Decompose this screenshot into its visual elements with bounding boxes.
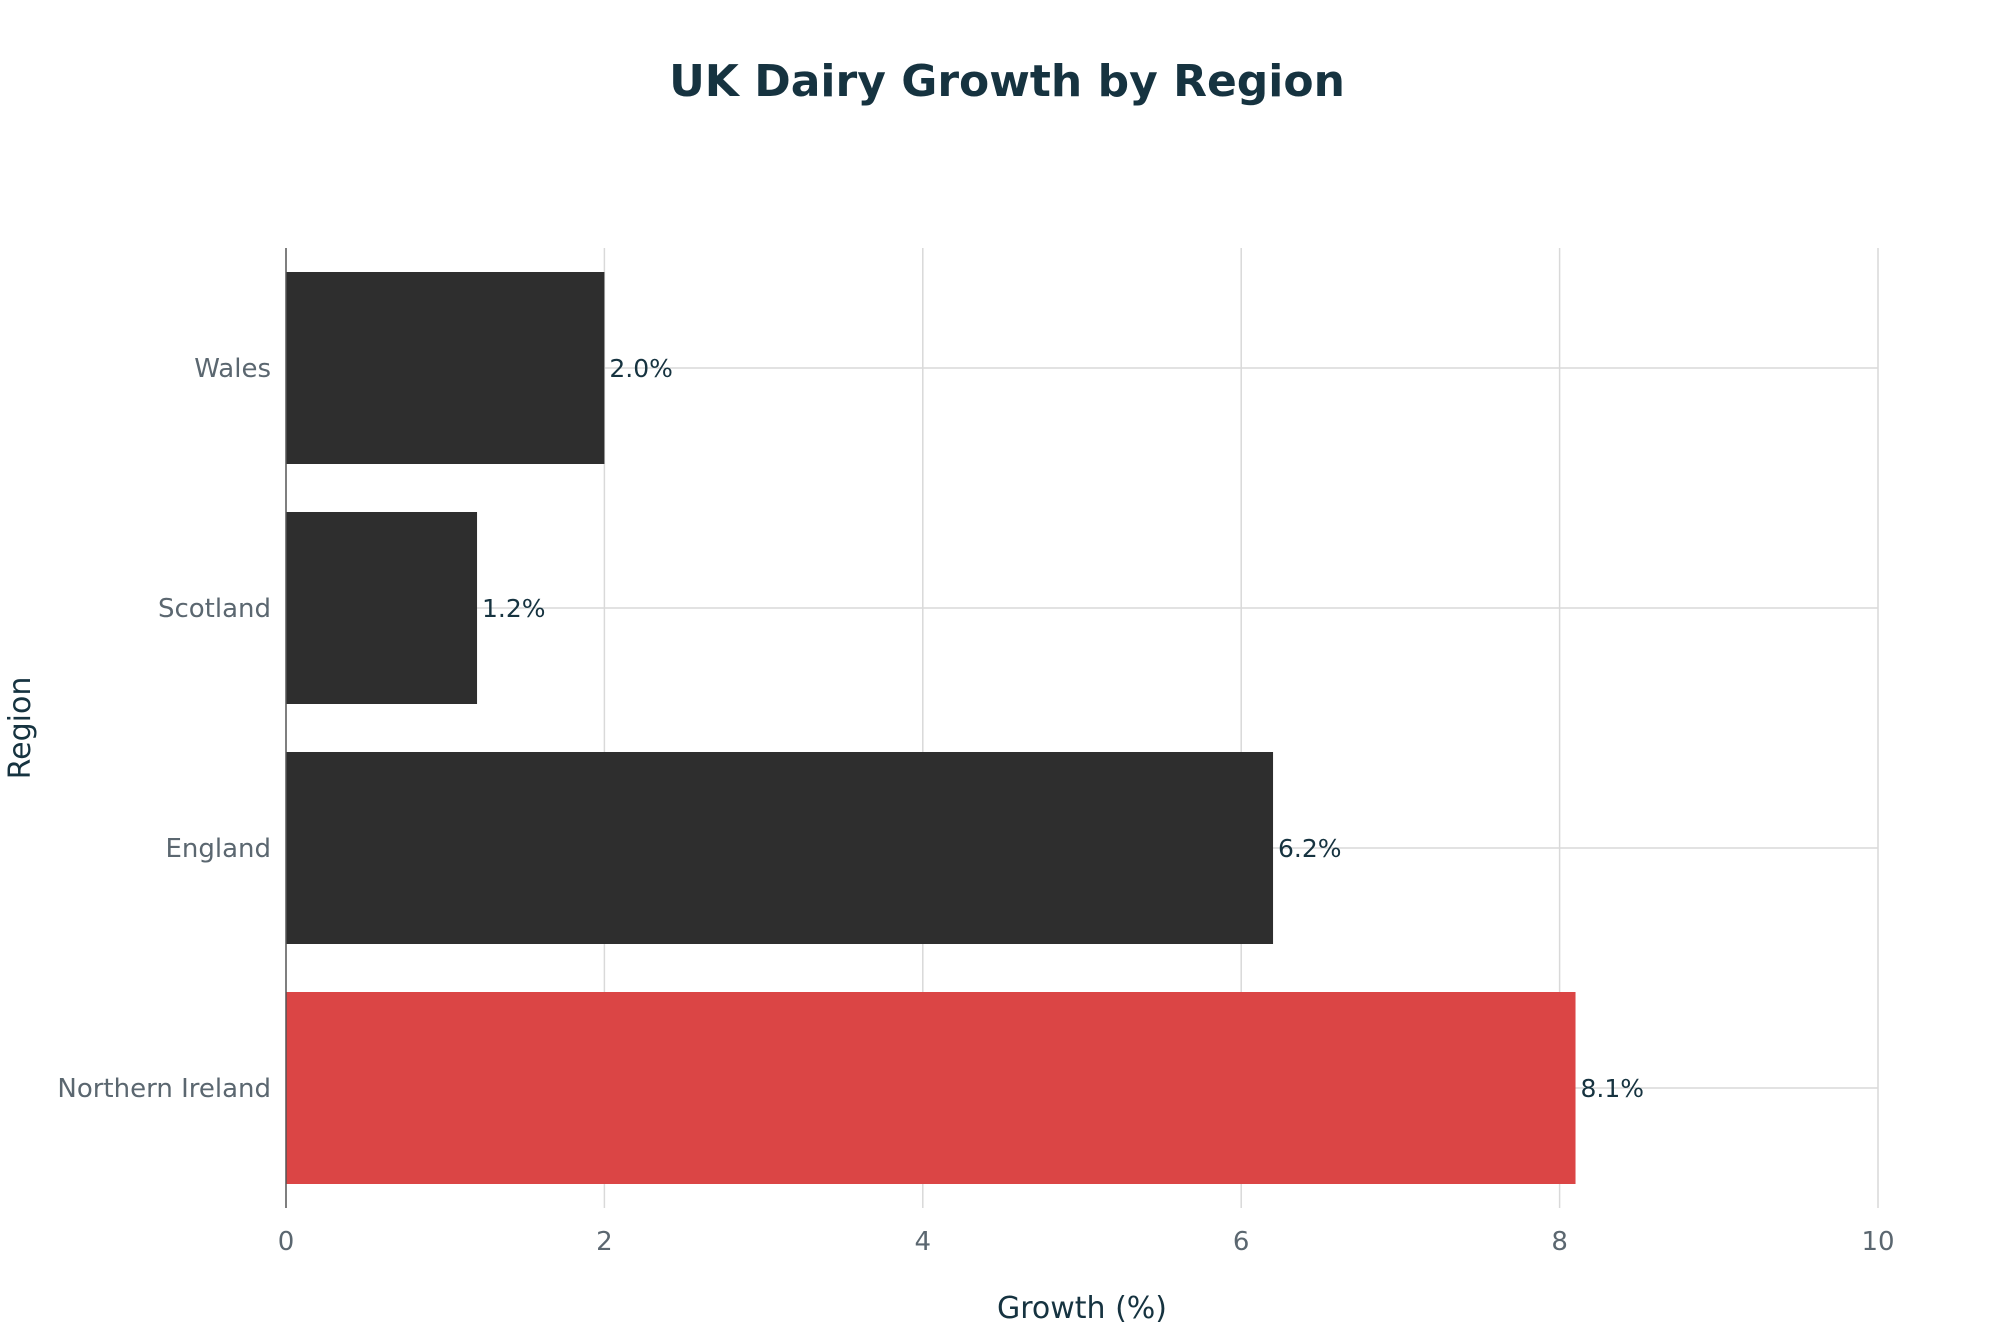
x-tick-label: 10 — [1861, 1227, 1894, 1257]
x-tick-labels: 0 2 4 6 8 10 — [278, 1227, 1895, 1257]
y-tick-label: England — [165, 834, 271, 864]
data-label: 8.1% — [1581, 1074, 1645, 1103]
x-tick-label: 8 — [1551, 1227, 1568, 1257]
bars — [286, 272, 1576, 1184]
data-label: 2.0% — [609, 354, 673, 383]
y-axis-title: Region — [3, 677, 38, 780]
data-labels: 2.0% 1.2% 6.2% 8.1% — [482, 354, 1644, 1103]
x-tick-label: 4 — [915, 1227, 932, 1257]
data-label: 6.2% — [1278, 834, 1342, 863]
y-tick-labels: Wales Scotland England Northern Ireland — [57, 354, 271, 1104]
y-tick-label: Wales — [194, 354, 271, 384]
bar-wales — [286, 272, 605, 464]
x-tick-label: 2 — [596, 1227, 613, 1257]
y-tick-label: Scotland — [158, 594, 271, 624]
bar-scotland — [286, 512, 478, 704]
bar-england — [286, 752, 1274, 944]
x-tick-label: 6 — [1233, 1227, 1250, 1257]
x-axis-title: Growth (%) — [997, 1291, 1167, 1326]
x-tick-label: 0 — [278, 1227, 295, 1257]
y-tick-label: Northern Ireland — [57, 1074, 271, 1104]
bar-northern-ireland — [286, 992, 1576, 1184]
data-label: 1.2% — [482, 594, 546, 623]
chart-title: UK Dairy Growth by Region — [669, 56, 1345, 107]
